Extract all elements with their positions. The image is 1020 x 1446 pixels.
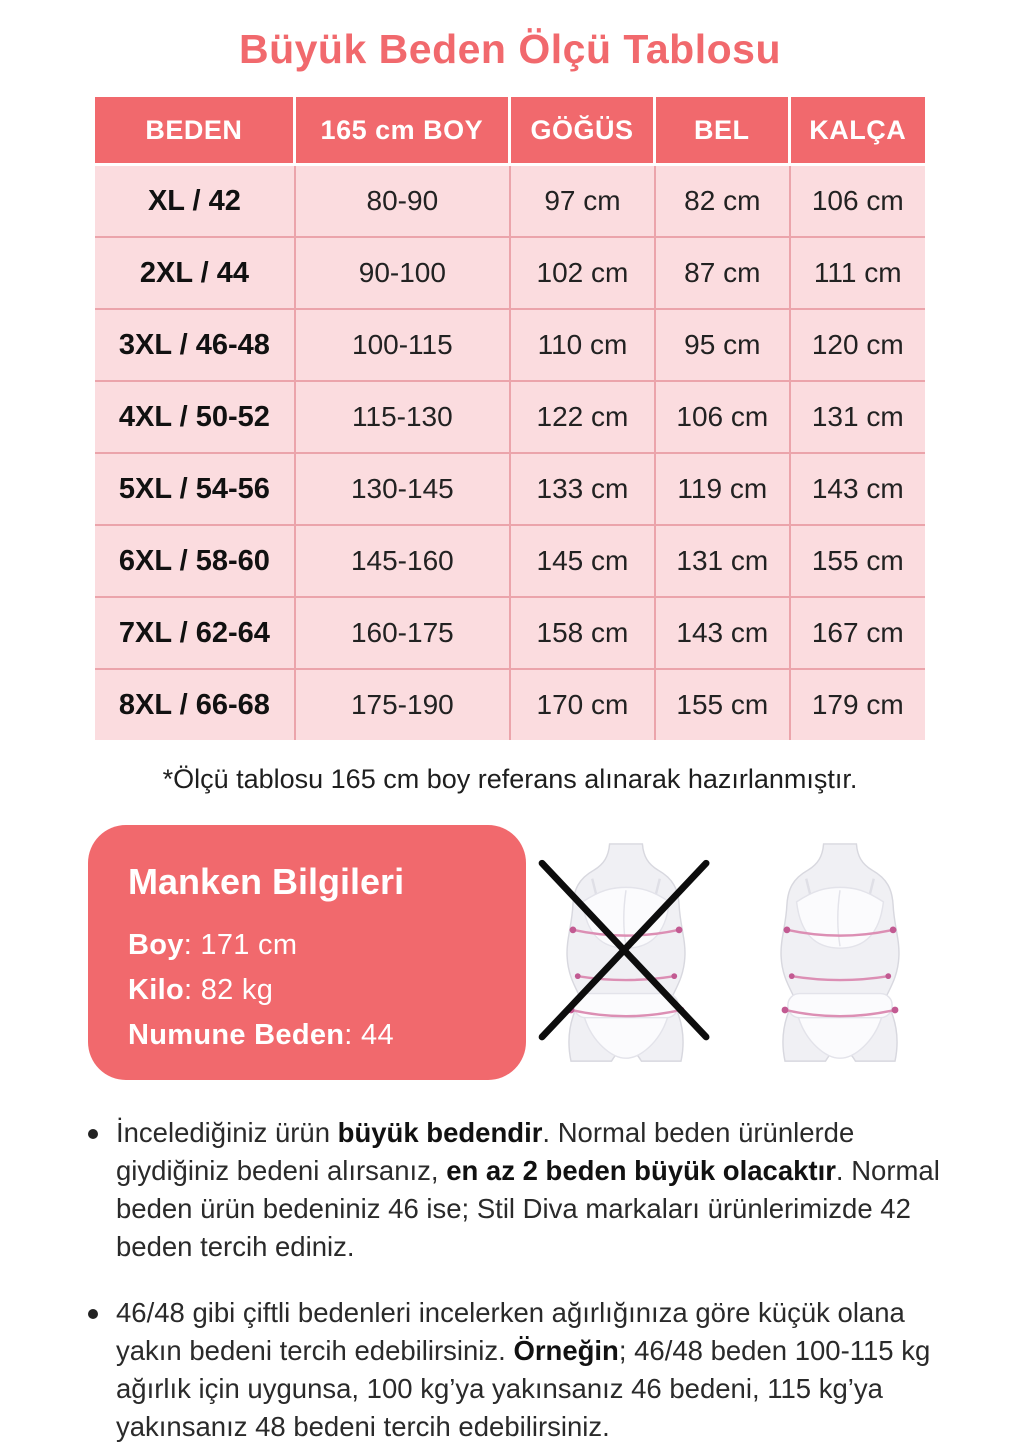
body-silhouette-icon [780, 842, 900, 1062]
measure-cell: 158 cm [510, 598, 657, 670]
measure-cell: 131 cm [790, 382, 925, 454]
measure-cell: 122 cm [510, 382, 657, 454]
measure-cell: 130-145 [295, 454, 511, 526]
note-text: İncelediğiniz ürün büyük bedendir. Norma… [116, 1117, 940, 1262]
table-row: 5XL / 54-56 130-145 133 cm 119 cm 143 cm [95, 454, 925, 526]
size-cell: 4XL / 50-52 [95, 382, 296, 454]
measure-cell: 115-130 [295, 382, 511, 454]
size-table: BEDEN 165 cm BOY GÖĞÜS BEL KALÇA XL / 42… [95, 97, 925, 740]
x-cross-icon [538, 859, 710, 1040]
measure-cell: 102 cm [510, 238, 657, 310]
table-header-row: BEDEN 165 cm BOY GÖĞÜS BEL KALÇA [95, 97, 925, 166]
table-row: 8XL / 66-68 175-190 170 cm 155 cm 179 cm [95, 670, 925, 740]
model-info-lines: Boy: 171 cm Kilo: 82 kg Numune Beden: 44 [128, 929, 490, 1052]
table-row: 2XL / 44 90-100 102 cm 87 cm 111 cm [95, 238, 925, 310]
measure-cell: 160-175 [295, 598, 511, 670]
measure-cell: 167 cm [790, 598, 925, 670]
size-cell: 2XL / 44 [95, 238, 296, 310]
table-row: 3XL / 46-48 100-115 110 cm 95 cm 120 cm [95, 310, 925, 382]
note-text: 46/48 gibi çiftli bedenleri incelerken a… [116, 1297, 931, 1442]
bullet-icon [88, 1309, 98, 1319]
measure-cell: 106 cm [790, 166, 925, 238]
body-silhouette-correct [746, 842, 934, 1064]
table-row: XL / 42 80-90 97 cm 82 cm 106 cm [95, 166, 925, 238]
measure-cell: 111 cm [790, 238, 925, 310]
size-cell: 8XL / 66-68 [95, 670, 296, 740]
model-info-title: Manken Bilgileri [128, 861, 405, 902]
note-item: 46/48 gibi çiftli bedenleri incelerken a… [88, 1294, 950, 1446]
model-info-line: Boy: 171 cm [128, 929, 298, 961]
model-info-line: Kilo: 82 kg [128, 974, 274, 1006]
measure-cell: 145 cm [510, 526, 657, 598]
size-cell: 5XL / 54-56 [95, 454, 296, 526]
measure-cell: 143 cm [790, 454, 925, 526]
size-cell: 3XL / 46-48 [95, 310, 296, 382]
size-cell: 7XL / 62-64 [95, 598, 296, 670]
table-row: 7XL / 62-64 160-175 158 cm 143 cm 167 cm [95, 598, 925, 670]
model-info-section: Manken Bilgileri Boy: 171 cm Kilo: 82 kg N… [88, 825, 940, 1080]
measure-cell: 143 cm [656, 598, 791, 670]
measure-cell: 80-90 [295, 166, 511, 238]
measure-cell: 106 cm [656, 382, 791, 454]
column-header-beden: BEDEN [95, 97, 296, 166]
measure-cell: 119 cm [656, 454, 791, 526]
measure-cell: 95 cm [656, 310, 791, 382]
column-header-bel: BEL [656, 97, 791, 166]
body-silhouette-wrong [532, 842, 720, 1064]
notes-list: İncelediğiniz ürün büyük bedendir. Norma… [88, 1114, 950, 1446]
model-info-card: Manken Bilgileri Boy: 171 cm Kilo: 82 kg N… [88, 825, 526, 1080]
measure-cell: 155 cm [656, 670, 791, 740]
column-header-kalca: KALÇA [790, 97, 925, 166]
measure-cell: 110 cm [510, 310, 657, 382]
measure-cell: 170 cm [510, 670, 657, 740]
measure-cell: 87 cm [656, 238, 791, 310]
measure-cell: 90-100 [295, 238, 511, 310]
column-header-gogus: GÖĞÜS [510, 97, 657, 166]
model-info-line: Numune Beden: 44 [128, 1019, 394, 1051]
footnote: *Ölçü tablosu 165 cm boy referans alınar… [162, 764, 858, 794]
table-row: 6XL / 58-60 145-160 145 cm 131 cm 155 cm [95, 526, 925, 598]
size-cell: 6XL / 58-60 [95, 526, 296, 598]
measure-cell: 145-160 [295, 526, 511, 598]
measure-cell: 155 cm [790, 526, 925, 598]
column-header-boy: 165 cm BOY [295, 97, 511, 166]
measure-cell: 175-190 [295, 670, 511, 740]
measure-cell: 133 cm [510, 454, 657, 526]
note-item: İncelediğiniz ürün büyük bedendir. Norma… [88, 1114, 950, 1266]
measure-cell: 100-115 [295, 310, 511, 382]
measurement-figures [526, 825, 940, 1080]
measure-cell: 120 cm [790, 310, 925, 382]
measure-cell: 82 cm [656, 166, 791, 238]
bullet-icon [88, 1129, 98, 1139]
measure-cell: 131 cm [656, 526, 791, 598]
measure-cell: 97 cm [510, 166, 657, 238]
measure-cell: 179 cm [790, 670, 925, 740]
size-cell: XL / 42 [95, 166, 296, 238]
page-title: Büyük Beden Ölçü Tablosu [238, 26, 782, 72]
table-row: 4XL / 50-52 115-130 122 cm 106 cm 131 cm [95, 382, 925, 454]
